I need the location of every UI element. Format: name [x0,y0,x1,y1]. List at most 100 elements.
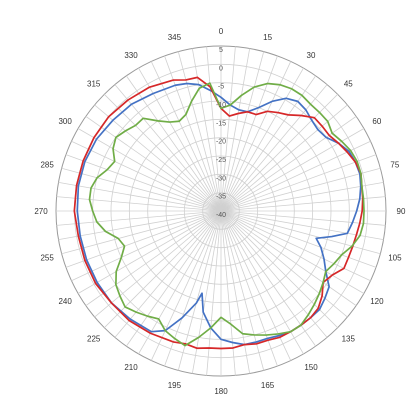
grid-spoke [220,210,265,371]
grid-spoke [56,196,222,212]
grid-spoke [220,181,384,212]
radial-tick-label: -40 [216,212,226,219]
series-line-2 [88,82,365,347]
grid-spoke [94,104,222,212]
grid-spoke [220,210,365,294]
angle-tick-label: 330 [124,51,138,60]
grid-spoke [56,210,222,226]
angle-tick-label: 165 [261,381,275,390]
angle-tick-label: 15 [263,33,272,42]
radial-tick-label: -30 [216,175,226,182]
grid-spoke [220,210,304,355]
grid-spoke [220,55,278,212]
grid-spoke [206,210,222,376]
grid-spoke [138,67,222,212]
grid-spoke [220,84,328,212]
radial-tick-label: -35 [216,194,226,201]
grid-spoke [85,210,222,306]
angle-tick-label: 0 [219,27,224,36]
angle-tick-label: 195 [168,381,182,390]
grid-spoke [65,210,222,268]
grid-spoke [220,51,265,212]
grid-spoke [220,210,328,338]
series-layer [73,76,365,350]
grid-spoke [220,94,338,212]
angle-tick-label: 45 [344,80,353,89]
grid-spoke [61,210,222,255]
grid-spoke [94,210,222,318]
radial-tick-label: 0 [219,65,223,72]
angle-tick-label: 105 [388,254,402,263]
angle-tick-label: 180 [214,387,228,396]
radial-tick-label: -5 [218,84,224,91]
angle-tick-label: 135 [342,334,356,343]
radial-tick-label: -20 [216,139,226,146]
grid-spoke [58,210,222,241]
grid-spoke [177,210,222,371]
angle-tick-label: 90 [397,207,406,216]
grid-spoke [220,210,348,318]
grid-spoke [191,210,222,374]
grid-spoke [220,210,251,374]
angle-tick-label: 240 [58,297,72,306]
grid-spoke [220,48,251,212]
grid-spoke [77,128,222,212]
grid-spoke [104,210,222,328]
grid-spoke [85,116,222,212]
grid-spoke [206,46,222,212]
radial-tick-label: -10 [216,102,226,109]
grid-spoke [191,48,222,212]
grid-spoke [138,210,222,355]
grid-spoke [220,128,365,212]
grid-spoke [220,46,236,212]
angle-tick-label: 285 [40,160,54,169]
grid-spoke [220,210,386,226]
polar-grid [55,45,387,377]
grid-spoke [220,196,386,212]
grid-spoke [220,210,381,255]
grid-spoke [61,167,222,212]
grid-spoke [71,210,222,282]
angle-tick-label: 255 [40,254,54,263]
grid-spoke [220,210,357,306]
grid-spoke [71,140,222,212]
grid-spoke [220,61,292,212]
grid-spoke [220,210,236,376]
grid-spoke [114,210,222,338]
angle-tick-label: 150 [304,363,318,372]
grid-spoke [150,210,222,361]
radial-tick-label: -15 [216,120,226,127]
angle-tick-label: 225 [87,334,101,343]
grid-spoke [77,210,222,294]
grid-spoke [220,154,377,212]
angle-tick-label: 270 [34,207,48,216]
grid-spoke [220,167,381,212]
grid-spoke [65,154,222,212]
grid-spoke [150,61,222,212]
grid-spoke [220,75,316,212]
angle-tick-label: 210 [124,363,138,372]
angle-tick-label: 120 [370,297,384,306]
grid-spoke [220,104,348,212]
angle-tick-label: 30 [307,51,316,60]
grid-spoke [104,94,222,212]
grid-spoke [220,210,377,268]
radial-tick-label: -25 [216,157,226,164]
grid-spoke [126,210,222,347]
angle-tick-label: 75 [390,160,399,169]
grid-spoke [220,210,316,347]
angle-tick-label: 60 [372,117,381,126]
angle-tick-label: 315 [87,80,101,89]
grid-spoke [114,84,222,212]
grid-spoke [177,51,222,212]
grid-spoke [220,210,292,361]
grid-spoke [164,55,222,212]
grid-spoke [58,181,222,212]
axis-labels: 0 15 30 45 60 75 90 105 120 135 150 165 180 195 210 225… [34,27,406,396]
angle-tick-label: 345 [168,33,182,42]
angle-tick-label: 300 [58,117,72,126]
radial-tick-label: 5 [219,47,223,54]
grid-spoke [220,116,357,212]
grid-spoke [220,140,371,212]
